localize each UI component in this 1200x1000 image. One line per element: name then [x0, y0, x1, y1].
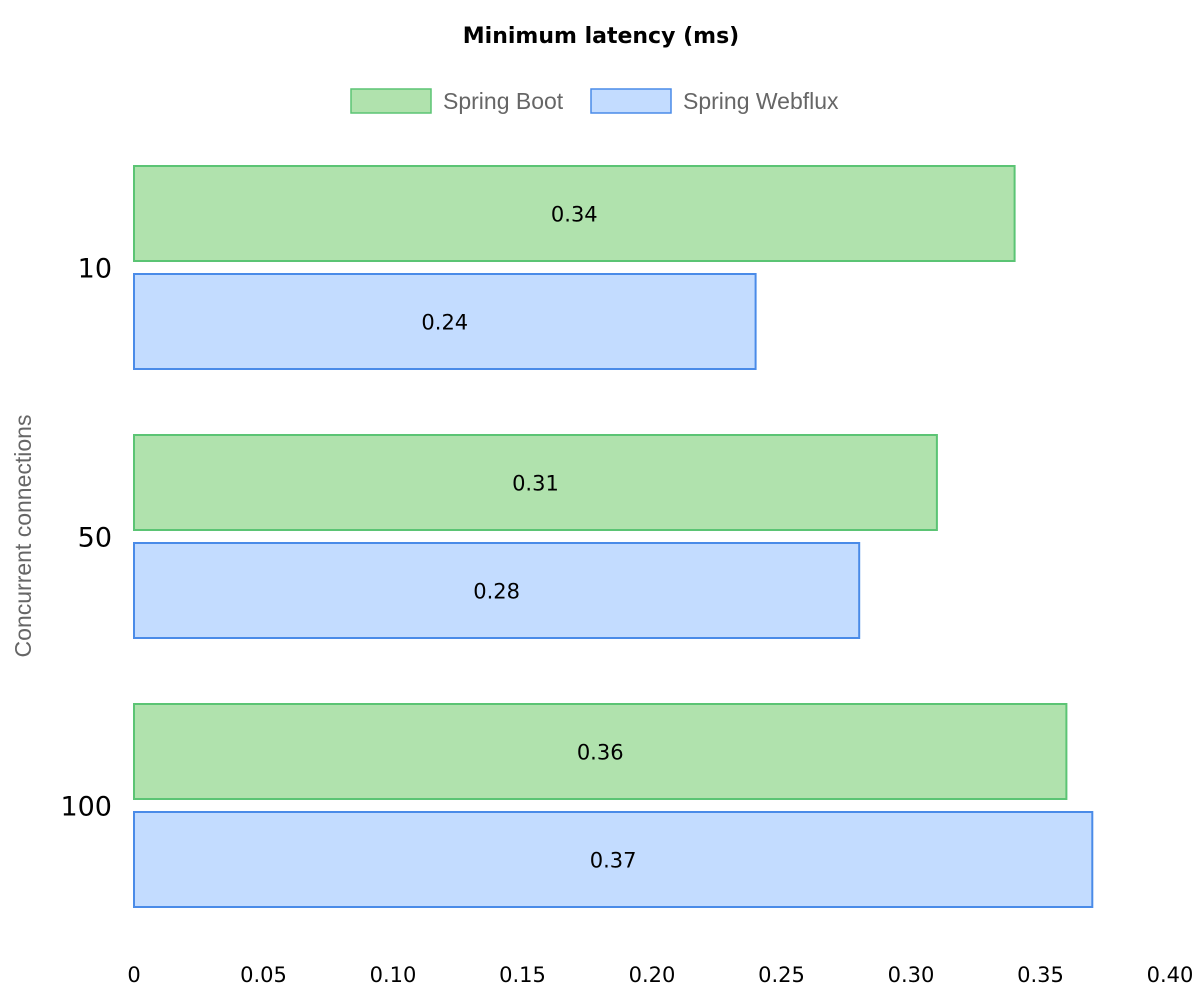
data-labels-group: 0.34 0.24 0.31 0.28 0.36 0.37: [421, 203, 636, 873]
data-label-1-0: 0.24: [421, 311, 468, 335]
x-tick-label-8: 0.40: [1147, 963, 1194, 987]
y-tick-label-1: 50: [78, 523, 112, 554]
bars-group: [133, 165, 1094, 908]
bar-0-0: [133, 165, 1016, 262]
data-label-0-1: 0.31: [512, 472, 559, 496]
bar-1-2: [133, 811, 1094, 908]
data-label-0-2: 0.36: [577, 741, 624, 765]
x-tick-label-4: 0.20: [629, 963, 676, 987]
bar-1-0: [133, 273, 757, 370]
y-tick-label-2: 100: [60, 792, 112, 823]
y-axis-ticks: 10 50 100: [60, 254, 112, 823]
legend-swatch-1: [590, 88, 672, 114]
y-tick-label-0: 10: [78, 254, 112, 285]
bar-1-1: [133, 542, 861, 639]
data-label-1-2: 0.37: [590, 849, 637, 873]
x-tick-label-6: 0.30: [888, 963, 935, 987]
bar-0-1: [133, 434, 938, 531]
legend-label-1: Spring Webflux: [683, 88, 839, 114]
x-tick-label-2: 0.10: [370, 963, 417, 987]
chart-title: Minimum latency (ms): [463, 24, 739, 49]
data-label-1-1: 0.28: [473, 580, 520, 604]
x-tick-label-1: 0.05: [240, 963, 287, 987]
x-axis-ticks: 0 0.05 0.10 0.15 0.20 0.25 0.30 0.35 0.40: [127, 963, 1193, 987]
x-tick-label-7: 0.35: [1017, 963, 1064, 987]
legend-label-0: Spring Boot: [443, 88, 564, 114]
x-tick-label-5: 0.25: [758, 963, 805, 987]
data-label-0-0: 0.34: [551, 203, 598, 227]
x-tick-label-0: 0: [127, 963, 140, 987]
legend: Spring Boot Spring Webflux: [350, 88, 839, 114]
y-axis-title: Concurrent connections: [10, 415, 36, 658]
x-tick-label-3: 0.15: [499, 963, 546, 987]
legend-swatch-0: [350, 88, 432, 114]
bar-0-2: [133, 703, 1068, 800]
